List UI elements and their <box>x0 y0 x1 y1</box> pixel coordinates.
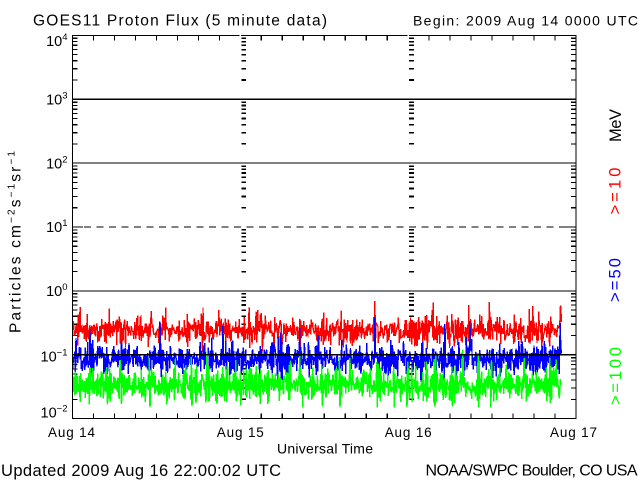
svg-text:Particles cm−2s−1sr−1: Particles cm−2s−1sr−1 <box>7 151 25 333</box>
svg-text:Aug 15: Aug 15 <box>217 425 264 440</box>
svg-text:101: 101 <box>46 218 67 236</box>
svg-text:104: 104 <box>46 32 67 50</box>
svg-text:103: 103 <box>46 91 67 109</box>
svg-text:NOAA/SWPC Boulder, CO USA: NOAA/SWPC Boulder, CO USA <box>426 463 638 480</box>
svg-text:Aug 16: Aug 16 <box>385 425 432 440</box>
svg-text:Universal Time: Universal Time <box>277 441 373 457</box>
svg-text:Aug 14: Aug 14 <box>48 425 95 440</box>
svg-text:Updated 2009 Aug 16 22:00:02 U: Updated 2009 Aug 16 22:00:02 UTC <box>1 462 281 480</box>
svg-text:Aug 17: Aug 17 <box>550 425 597 440</box>
svg-text:GOES11 Proton Flux (5 minute d: GOES11 Proton Flux (5 minute data) <box>33 13 327 30</box>
svg-text:100: 100 <box>46 282 67 300</box>
svg-text:102: 102 <box>46 154 67 172</box>
svg-text:>=100: >=100 <box>607 347 625 405</box>
svg-text:MeV: MeV <box>607 109 625 142</box>
svg-text:Begin: 2009 Aug 14 0000 UTC: Begin: 2009 Aug 14 0000 UTC <box>413 13 638 29</box>
